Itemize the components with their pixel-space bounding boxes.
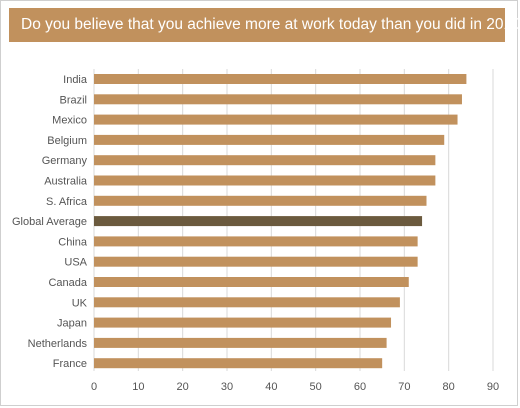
x-tick-label: 70 (398, 381, 410, 393)
bar (94, 358, 383, 369)
bar (94, 114, 458, 125)
x-tick-label: 30 (221, 381, 233, 393)
category-label: Netherlands (28, 338, 88, 350)
bar (94, 175, 436, 186)
x-tick-label: 50 (310, 381, 322, 393)
x-tick-label: 80 (443, 381, 455, 393)
category-label: Germany (42, 155, 88, 167)
bar-highlight (94, 216, 423, 227)
bar (94, 195, 427, 206)
category-label: France (53, 358, 87, 370)
x-tick-label: 40 (265, 381, 277, 393)
category-label: China (58, 236, 88, 248)
x-axis-ticks: 0 10 20 30 40 50 60 70 80 90 (91, 381, 499, 393)
chart-title: Do you believe that you achieve more at … (9, 8, 520, 42)
x-tick-label: 90 (487, 381, 499, 393)
category-labels: India Brazil Mexico Belgium Germany Australia… (12, 74, 88, 370)
bars (94, 74, 467, 369)
bar (94, 94, 462, 105)
category-label: Japan (57, 318, 87, 330)
category-label: UK (72, 297, 88, 309)
category-label: USA (64, 257, 87, 269)
category-label: Global Average (12, 216, 87, 228)
category-label: Brazil (59, 94, 87, 106)
x-tick-label: 60 (354, 381, 366, 393)
bar (94, 236, 418, 247)
bar (94, 134, 445, 145)
category-label: Canada (48, 277, 87, 289)
category-label: Belgium (47, 135, 87, 147)
bar (94, 277, 409, 287)
x-tick-label: 20 (177, 381, 189, 393)
category-label: Australia (44, 176, 88, 188)
x-tick-label: 0 (91, 381, 97, 393)
category-label: S. Africa (46, 196, 88, 208)
bar (94, 74, 467, 84)
x-tick-label: 10 (132, 381, 144, 393)
bar (94, 317, 392, 328)
bar (94, 297, 400, 308)
bar (94, 256, 418, 267)
bar (94, 337, 387, 348)
bar (94, 155, 436, 166)
category-label: India (63, 74, 88, 86)
category-label: Mexico (52, 115, 87, 127)
